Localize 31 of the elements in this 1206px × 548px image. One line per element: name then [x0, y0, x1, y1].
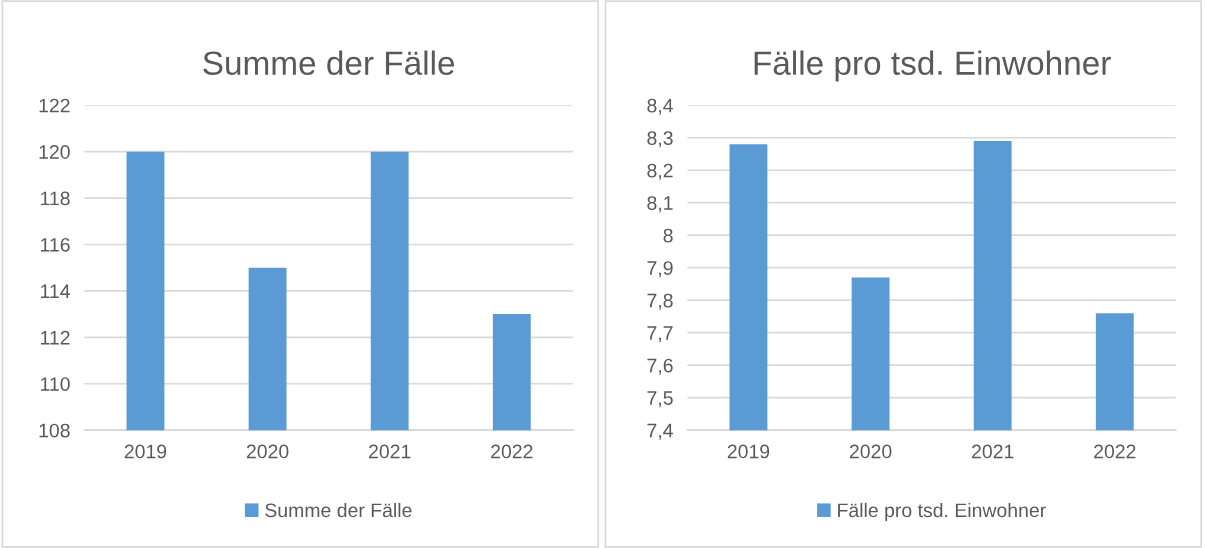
y-tick-label: 116 — [41, 237, 70, 252]
x-tick-label: 2020 — [849, 444, 892, 459]
x-tick-label: 2019 — [727, 444, 770, 459]
y-tick-label: 8,2 — [647, 163, 673, 180]
legend-label: Summe der Fälle — [265, 502, 412, 518]
y-tick-label: 110 — [41, 377, 70, 391]
y-tick-label: 120 — [39, 145, 70, 159]
y-tick-label: 114 — [41, 284, 70, 298]
y-tick-label: 7,8 — [647, 293, 673, 310]
y-tick-label: 108 — [39, 423, 70, 438]
x-tick-label: 2021 — [972, 444, 1014, 459]
x-tick-label: 2019 — [124, 444, 167, 459]
chart-title: Summe der Fälle — [203, 50, 455, 75]
y-tick-label: 7,5 — [647, 391, 673, 408]
y-tick-label: 122 — [39, 98, 70, 113]
y-tick-label: 8,4 — [647, 98, 673, 115]
y-tick-label: 7,9 — [647, 261, 673, 278]
y-tick-label: 118 — [41, 191, 70, 206]
x-tick-label: 2020 — [246, 444, 289, 459]
y-tick-label: 7,6 — [647, 358, 673, 375]
chart-title: Fälle pro tsd. Einwohner — [754, 50, 1111, 82]
y-tick-label: 7,4 — [647, 423, 673, 440]
y-tick-label: 8,1 — [647, 196, 673, 213]
x-tick-label: 2021 — [369, 444, 411, 459]
y-tick-label: 8 — [663, 228, 673, 243]
y-tick-label: 112 — [41, 330, 70, 345]
y-tick-label: 8,3 — [647, 131, 673, 148]
x-tick-label: 2022 — [491, 444, 533, 459]
legend-label: Fälle pro tsd. Einwohner — [838, 502, 1046, 522]
x-tick-label: 2022 — [1094, 444, 1136, 459]
y-tick-label: 7,7 — [647, 326, 673, 343]
